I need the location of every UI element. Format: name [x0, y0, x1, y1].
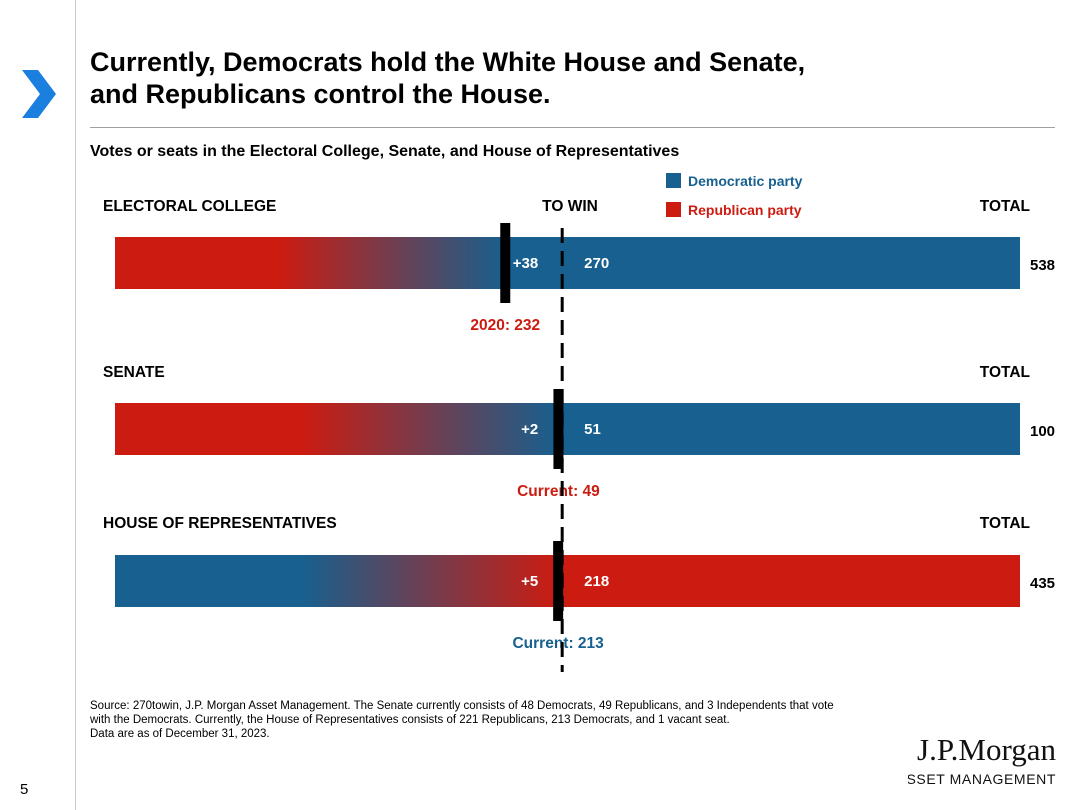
- senate-total-header: TOTAL: [980, 364, 1030, 381]
- electoral-college-to-win-value: 270: [584, 255, 609, 272]
- jpmorgan-logo: J.P.Morgan ASSET MANAGEMENT: [908, 732, 1056, 787]
- house-of-representatives-to-win-value: 218: [584, 573, 609, 590]
- house-of-representatives-margin-label: +5: [521, 573, 538, 590]
- logo-subline: ASSET MANAGEMENT: [908, 771, 1056, 787]
- senate-to-win-value: 51: [584, 421, 601, 438]
- senate-margin-label: +2: [521, 421, 538, 438]
- electoral-college-row-label: ELECTORAL COLLEGE: [103, 198, 276, 215]
- electoral-college-current-label: 2020: 232: [470, 317, 540, 334]
- house-of-representatives-bar-majority: [558, 555, 1020, 607]
- house-of-representatives-total-header: TOTAL: [980, 515, 1030, 532]
- electoral-college-bar-current: [115, 237, 506, 289]
- source-line-3: Data are as of December 31, 2023.: [90, 728, 270, 740]
- electoral-college-bar-majority: [505, 237, 1020, 289]
- electoral-college-total-header: TOTAL: [980, 198, 1030, 215]
- house-of-representatives-current-marker: [553, 541, 564, 621]
- page-title: Currently, Democrats hold the White Hous…: [90, 46, 990, 110]
- senate-row-label: SENATE: [103, 364, 165, 381]
- electoral-college-current-marker: [500, 223, 511, 303]
- house-of-representatives-total-value: 435: [1030, 575, 1055, 592]
- senate-bar-majority: [558, 403, 1020, 455]
- senate-total-value: 100: [1030, 423, 1055, 440]
- senate-bar-current: [115, 403, 559, 455]
- electoral-college-margin-label: +38: [513, 255, 538, 272]
- legend-label-republican: Republican party: [688, 202, 802, 218]
- electoral-college-total-value: 538: [1030, 257, 1055, 274]
- page-number: 5: [20, 781, 29, 798]
- title-divider: [90, 127, 1055, 128]
- logo-wordmark: J.P.Morgan: [917, 732, 1056, 767]
- house-of-representatives-bar-current: [115, 555, 559, 607]
- house-of-representatives-row-label: HOUSE OF REPRESENTATIVES: [103, 515, 337, 532]
- house-of-representatives-current-label: Current: 213: [512, 635, 604, 652]
- title-line-2: and Republicans control the House.: [90, 79, 551, 109]
- source-line-1: Source: 270towin, J.P. Morgan Asset Mana…: [90, 700, 834, 712]
- legend-swatch-democratic: [666, 173, 681, 188]
- source-note: Source: 270towin, J.P. Morgan Asset Mana…: [90, 699, 930, 741]
- senate-current-label: Current: 49: [517, 483, 600, 500]
- title-line-1: Currently, Democrats hold the White Hous…: [90, 47, 806, 77]
- legend-label-democratic: Democratic party: [688, 173, 803, 189]
- to-win-header: TO WIN: [542, 198, 598, 215]
- chart-subtitle: Votes or seats in the Electoral College,…: [90, 143, 680, 160]
- legend-swatch-republican: [666, 202, 681, 217]
- senate-current-marker: [553, 389, 564, 469]
- left-margin-rule: [75, 0, 76, 810]
- source-line-2: with the Democrats. Currently, the House…: [90, 714, 730, 726]
- chevron-right-icon: [22, 70, 56, 118]
- seat-bar-chart: Democratic party Republican party ELECTORA…: [103, 173, 1055, 672]
